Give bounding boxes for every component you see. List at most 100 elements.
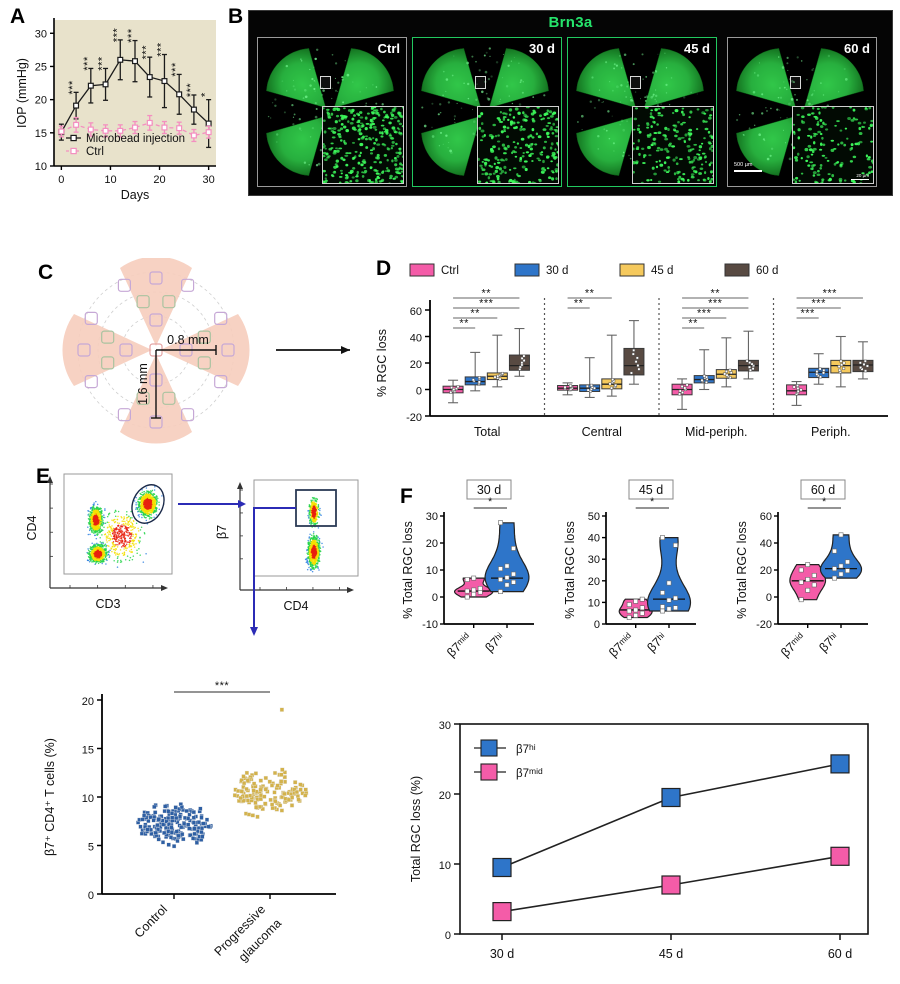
flow-event xyxy=(150,490,153,493)
rgc-cell xyxy=(704,160,708,164)
flow-event xyxy=(117,541,119,543)
rgc-speckle xyxy=(476,83,478,85)
rgc-speckle xyxy=(331,53,334,56)
rgc-speckle xyxy=(438,145,441,147)
retina-petal xyxy=(803,48,864,109)
rgc-cell xyxy=(703,112,707,115)
rgc-speckle xyxy=(453,118,456,120)
rgc-cell xyxy=(635,147,640,151)
rgc-speckle xyxy=(321,93,324,96)
brn3a-marker-title: Brn3a xyxy=(548,14,593,31)
rgc-cell xyxy=(708,116,712,120)
inset-region-marker xyxy=(320,76,331,89)
rgc-cell xyxy=(508,113,512,116)
data-point xyxy=(702,374,706,378)
flow-event xyxy=(88,523,90,525)
data-point xyxy=(563,385,567,389)
flow-event xyxy=(127,520,129,523)
flow-event xyxy=(133,527,135,530)
rgc-cell xyxy=(528,180,532,183)
rgc-speckle xyxy=(293,113,296,116)
flow-event xyxy=(140,508,142,510)
rgc-speckle xyxy=(445,78,449,81)
flow-event xyxy=(115,540,117,542)
flow-event xyxy=(106,554,108,557)
rgc-cell xyxy=(868,165,873,169)
retina-petal xyxy=(643,48,704,109)
flow-event xyxy=(93,509,95,512)
scalebar-overview: 500 µm xyxy=(734,162,762,172)
rgc-speckle xyxy=(475,98,478,101)
rgc-speckle xyxy=(754,124,756,126)
data-point xyxy=(704,380,708,384)
flow-event xyxy=(116,522,119,524)
rgc-speckle xyxy=(270,117,272,119)
flow-event xyxy=(110,527,113,530)
rgc-cell xyxy=(326,111,329,114)
rgc-cell xyxy=(646,179,650,182)
flow-event xyxy=(96,534,98,537)
y-tick-label: 20 xyxy=(35,95,47,107)
flow-event xyxy=(90,520,92,523)
rgc-cell xyxy=(831,173,835,178)
rgc-speckle xyxy=(613,150,615,152)
flow-event xyxy=(113,530,116,533)
rgc-cell xyxy=(508,168,512,171)
flow-event xyxy=(104,547,106,550)
rgc-cell xyxy=(866,157,871,161)
rgc-cell xyxy=(555,141,558,145)
x-tick-label: 20 xyxy=(153,174,165,186)
rgc-speckle xyxy=(762,138,766,141)
flow-event xyxy=(117,536,120,539)
flow-event xyxy=(134,536,137,538)
flow-event xyxy=(146,499,149,501)
flow-event xyxy=(116,552,118,554)
flow-gate-oval[interactable] xyxy=(126,480,170,529)
flow-event xyxy=(131,542,134,545)
rgc-cell xyxy=(704,120,708,123)
data-point xyxy=(501,371,504,375)
sampling-square xyxy=(214,311,228,326)
flow-event xyxy=(100,507,102,510)
rgc-cell xyxy=(478,126,482,131)
rgc-cell xyxy=(540,118,543,121)
rgc-cell xyxy=(525,107,530,109)
flow-event xyxy=(120,546,123,548)
rgc-cell xyxy=(794,156,798,160)
data-point-marker xyxy=(73,121,80,128)
rgc-speckle xyxy=(655,100,658,102)
inset-rgc-image xyxy=(633,107,714,183)
y-tick-label: 15 xyxy=(35,128,47,140)
inset-rgc-image xyxy=(323,107,403,183)
rgc-cell xyxy=(713,144,714,147)
flow-event xyxy=(147,500,149,503)
flow-event xyxy=(94,544,97,547)
data-point xyxy=(569,384,572,388)
rgc-cell xyxy=(708,180,712,183)
rgc-cell xyxy=(493,162,496,166)
rgc-cell xyxy=(492,145,496,149)
data-point xyxy=(750,362,754,366)
rgc-cell xyxy=(485,181,489,183)
rgc-cell xyxy=(364,126,368,131)
flow-event xyxy=(103,516,106,519)
flow-event xyxy=(143,497,146,499)
rgc-speckle xyxy=(300,130,302,132)
flow-event xyxy=(112,541,115,543)
rgc-cell xyxy=(323,169,326,173)
rgc-cell xyxy=(810,135,813,139)
flow-event xyxy=(152,494,154,497)
flow-event xyxy=(98,527,100,530)
rgc-cell xyxy=(663,161,667,165)
flow-event xyxy=(92,560,95,562)
rgc-cell xyxy=(850,118,855,122)
significance-marker: *** xyxy=(155,42,167,57)
rgc-speckle xyxy=(613,67,616,70)
rgc-cell xyxy=(327,114,331,118)
flow-event xyxy=(107,535,109,537)
rgc-speckle xyxy=(490,75,493,78)
rgc-cell xyxy=(546,117,551,120)
rgc-cell xyxy=(381,132,384,135)
rgc-speckle xyxy=(522,81,524,83)
flow-event xyxy=(102,548,104,551)
